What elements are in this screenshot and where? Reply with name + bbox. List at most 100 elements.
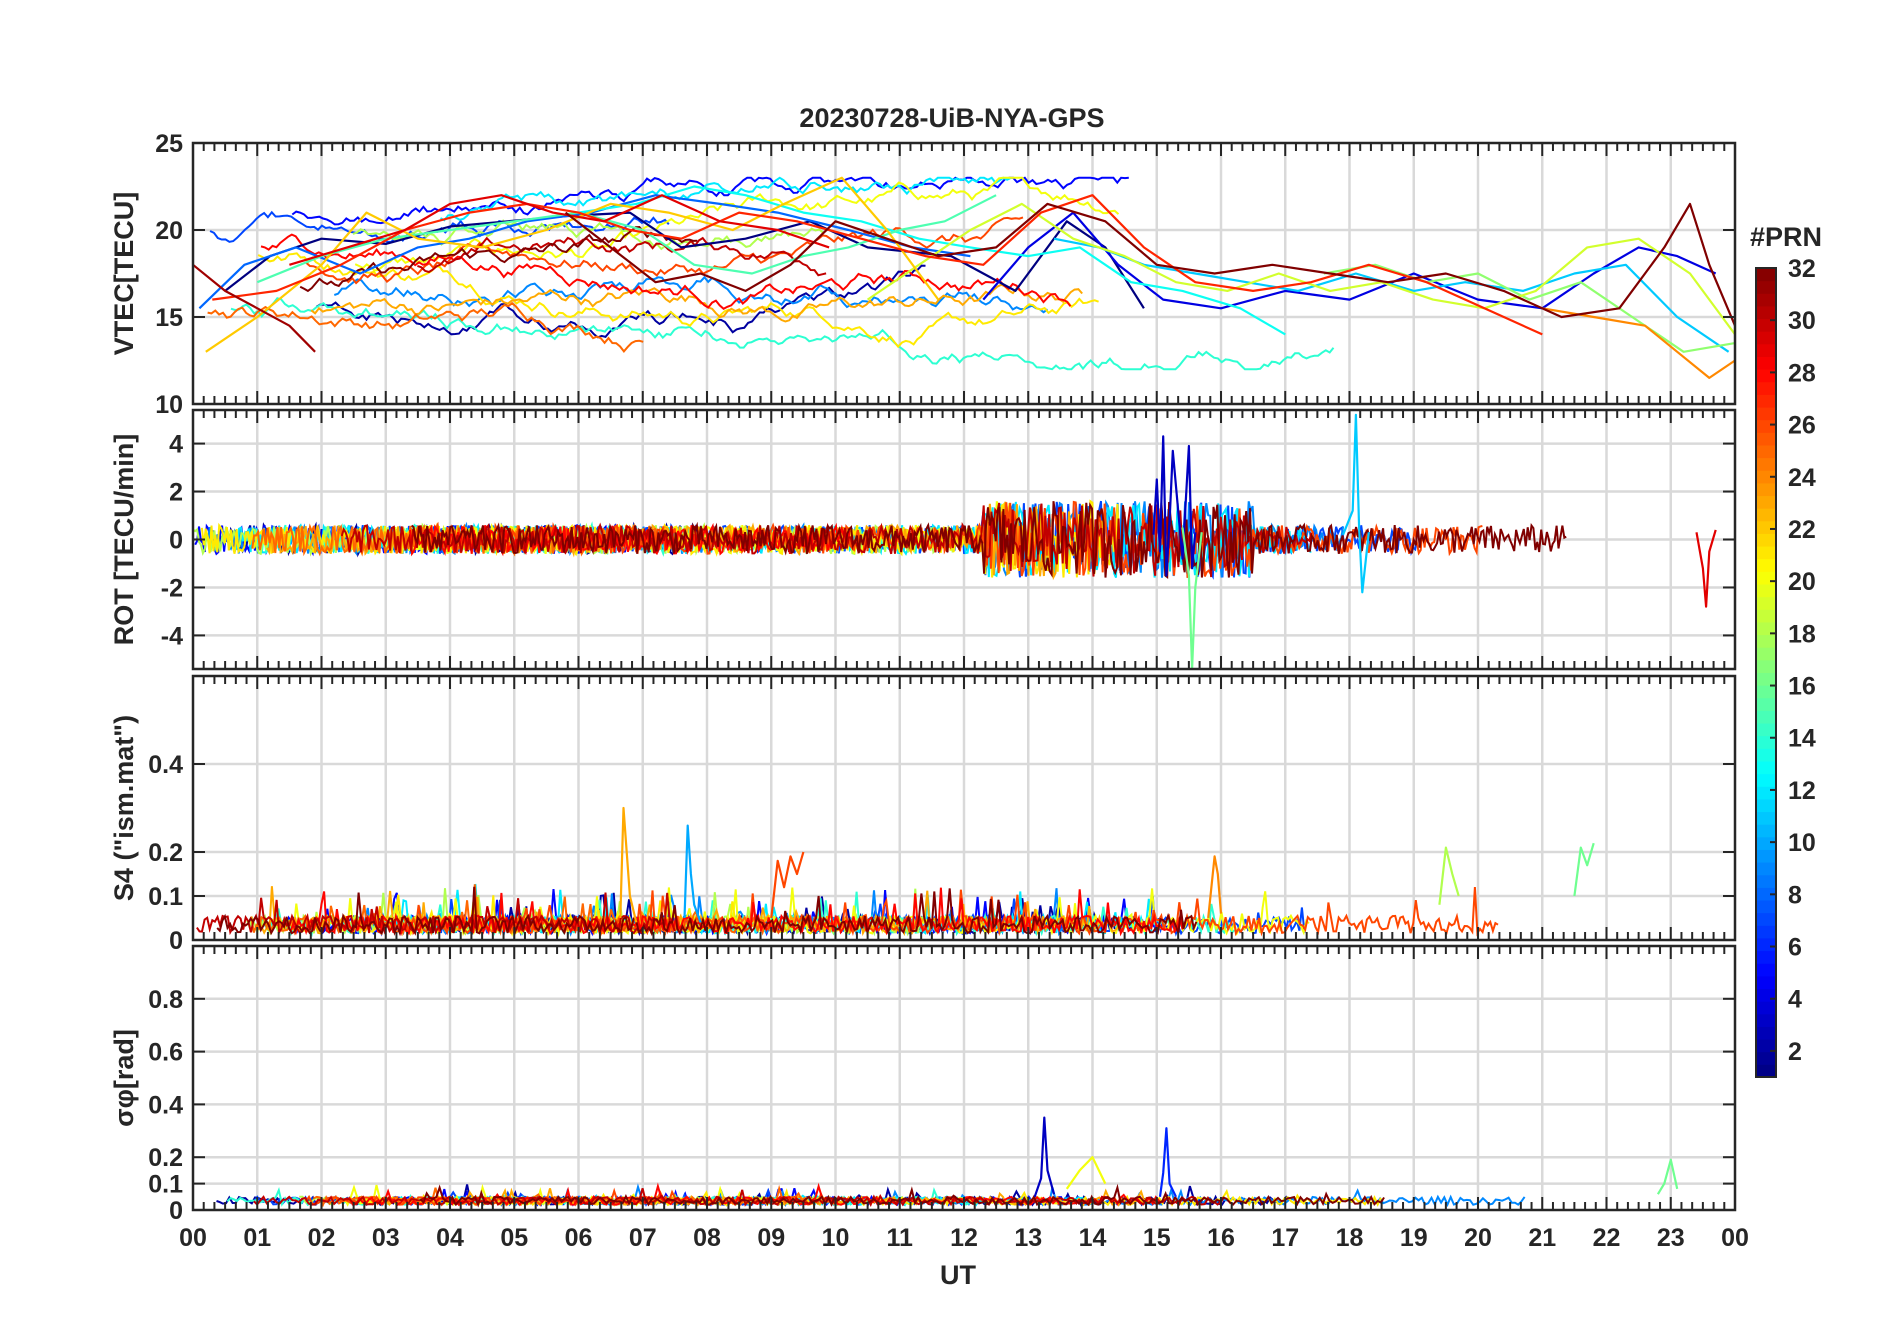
y-tick-label: -2: [161, 574, 183, 602]
y-tick-label: 0: [169, 527, 183, 555]
x-tick-label: 14: [1079, 1224, 1107, 1252]
colorbar-segment: [1756, 331, 1776, 345]
noise-trace-prn-2: [315, 264, 926, 339]
colorbar-segment: [1756, 836, 1776, 850]
x-tick-label: 00: [179, 1224, 207, 1252]
y-tick-label: 20: [155, 217, 183, 245]
colorbar-segment: [1756, 318, 1776, 332]
noise-trace-prn-32: [216, 886, 1198, 937]
colorbar-segment: [1756, 925, 1776, 939]
colorbar-frame: [1755, 267, 1777, 1078]
noise-trace-prn-5: [291, 176, 1129, 226]
colorbar-segment: [1756, 293, 1776, 307]
colorbar-tick-label: 30: [1788, 307, 1816, 335]
colorbar-segment: [1756, 495, 1776, 509]
series-prn-1: [224, 211, 1145, 309]
noise-trace-prn-30: [196, 892, 676, 936]
series-prn-15: [256, 194, 997, 284]
y-tick-label: 0.4: [148, 1091, 183, 1119]
series-prn-23: [619, 806, 638, 923]
noise-trace-prn-30: [417, 236, 827, 277]
x-tick-label: 03: [372, 1224, 400, 1252]
colorbar-segment: [1756, 849, 1776, 863]
panel-sigma-phi: 00.10.2 0.4 0.6 0.8 σφ[rad]: [109, 944, 1737, 1225]
colorbar-segment: [1756, 482, 1776, 497]
colorbar-segment: [1756, 900, 1776, 914]
colorbar-segment: [1756, 811, 1776, 825]
colorbar-segment: [1756, 950, 1776, 964]
series-prn-11: [1342, 413, 1370, 594]
x-tick-label: 10: [822, 1224, 850, 1252]
colorbar-segment: [1756, 609, 1776, 623]
colorbar-segment: [1756, 305, 1776, 320]
y-tick-label: 0.6: [148, 1039, 183, 1067]
x-tick-label: 02: [308, 1224, 336, 1252]
colorbar-segment: [1756, 697, 1776, 711]
y-axis-label: S4 ("ism.mat"): [109, 715, 139, 901]
x-tick-label: 12: [950, 1224, 978, 1252]
figure-title: 20230728-UiB-NYA-GPS: [799, 103, 1104, 133]
x-tick-label: 19: [1400, 1224, 1428, 1252]
y-tick-label: 0: [169, 927, 183, 955]
colorbar-tick-label: 22: [1788, 516, 1816, 544]
y-axis-label: VTEC[TECU]: [109, 192, 139, 356]
y-tick-label: 15: [155, 304, 183, 332]
series-prn-32: [564, 202, 1737, 327]
y-tick-label: 0.8: [148, 986, 183, 1014]
series-prn-31: [192, 263, 316, 353]
noise-trace-prn-12: [440, 176, 1012, 222]
colorbar-tick-label: 10: [1788, 829, 1816, 857]
y-tick-label: 0.1: [148, 1171, 183, 1199]
colorbar-segment: [1756, 381, 1776, 395]
y-tick-label: 0.4: [148, 751, 183, 779]
colorbar-segment: [1756, 723, 1776, 737]
colorbar-tick-label: 32: [1788, 255, 1816, 283]
x-tick-label: 21: [1528, 1224, 1556, 1252]
colorbar-segment: [1756, 268, 1776, 282]
series-prn-24: [1542, 307, 1736, 379]
series-prn-27: [212, 194, 1543, 336]
colorbar-segment: [1756, 596, 1776, 610]
colorbar-segment: [1756, 584, 1776, 598]
colorbar-tick-label: 28: [1788, 359, 1816, 387]
series-prn-4: [982, 211, 1717, 310]
colorbar-segment: [1756, 634, 1776, 648]
colorbar-segment: [1756, 710, 1776, 724]
y-tick-label: 0: [169, 1197, 183, 1225]
x-tick-label: 06: [565, 1224, 593, 1252]
x-axis-label: UT: [940, 1260, 976, 1290]
series-prn-24: [1207, 855, 1223, 919]
plot-frame: [191, 141, 1737, 406]
colorbar-tick-label: 4: [1788, 986, 1802, 1014]
colorbar-segment: [1756, 963, 1776, 977]
colorbar-segment: [1756, 975, 1776, 990]
noise-trace-prn-26: [305, 216, 1024, 285]
colorbar-segment: [1756, 520, 1776, 534]
colorbar-segment: [1756, 621, 1776, 636]
noise-trace-prn-21: [257, 252, 1099, 349]
x-tick-label: 22: [1593, 1224, 1621, 1252]
colorbar-segment: [1756, 533, 1776, 547]
colorbar-tick-label: 26: [1788, 412, 1816, 440]
colorbar-tick-label: 16: [1788, 673, 1816, 701]
colorbar-segment: [1756, 1001, 1776, 1015]
colorbar-segment: [1756, 786, 1776, 800]
x-tick-label: 08: [693, 1224, 721, 1252]
colorbar-tick-label: 8: [1788, 881, 1802, 909]
noise-trace-prn-28: [289, 887, 1184, 937]
colorbar-segment: [1756, 798, 1776, 813]
colorbar-tick-label: 6: [1788, 934, 1802, 962]
x-tick-label: 18: [1336, 1224, 1364, 1252]
series-prn-13: [578, 185, 1286, 336]
colorbar-segment: [1756, 937, 1776, 952]
y-tick-label: 0.2: [148, 1144, 183, 1172]
colorbar-segment: [1756, 874, 1776, 888]
colorbar-segment: [1756, 659, 1776, 673]
series-prn-8: [198, 194, 971, 310]
x-tick-label: 23: [1657, 1224, 1685, 1252]
x-tick-label: 13: [1014, 1224, 1042, 1252]
x-tick-label: 16: [1207, 1224, 1235, 1252]
colorbar-segment: [1756, 343, 1776, 357]
